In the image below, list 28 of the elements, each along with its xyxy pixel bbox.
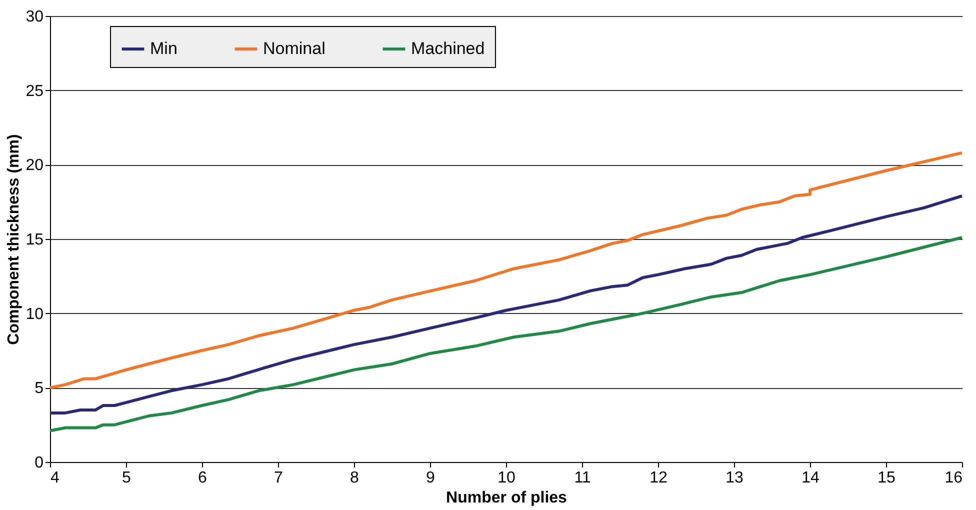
line-series [48, 194, 964, 414]
y-tick-label: 10 [26, 306, 44, 323]
y-tick-label: 25 [26, 82, 44, 100]
x-axis-title: Number of plies [446, 490, 568, 506]
x-tick-label: 9 [426, 470, 436, 486]
y-tick-label: 15 [26, 232, 44, 248]
x-tick-label: 10 [498, 470, 516, 486]
y-tick-label: 30 [26, 8, 44, 26]
x-tick-label: 5 [122, 470, 132, 486]
y-axis-title: Component thickness (mm) [6, 134, 23, 345]
x-tick-label: 11 [574, 470, 591, 486]
legend-label: Min [150, 39, 178, 58]
y-tick-label: 20 [26, 157, 44, 174]
line-series [48, 236, 964, 432]
legend-label: Nominal [263, 39, 326, 58]
x-tick-label: 15 [878, 470, 896, 486]
x-tick-label: 14 [802, 470, 820, 486]
x-tick-label: 4 [50, 470, 60, 486]
x-tick-label: 8 [350, 470, 360, 486]
legend-label: Machined [411, 39, 485, 58]
x-tick-label: 6 [198, 470, 208, 486]
x-tick-label: 12 [650, 470, 668, 486]
x-tick-label: 13 [726, 470, 744, 486]
y-tick-label: 5 [34, 380, 44, 398]
line-series [48, 151, 964, 390]
x-tick-label: 16 [944, 470, 963, 486]
y-tick-label: 0 [34, 454, 44, 472]
x-tick-label: 7 [274, 470, 284, 486]
